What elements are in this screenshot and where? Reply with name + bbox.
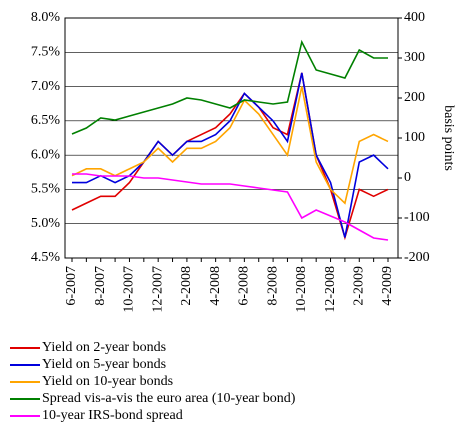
y-tick-label: 5.0% (31, 216, 61, 231)
legend-label: Spread vis-a-vis the euro area (10-year … (42, 391, 296, 406)
x-tick-label: 6-2008 (237, 266, 252, 306)
y-tick-label: 4.5% (31, 250, 61, 265)
y-tick-label: 7.5% (31, 45, 61, 60)
y2-tick-label: 100 (404, 130, 425, 145)
y2-tick-label: -100 (404, 210, 430, 225)
y-tick-label: 5.5% (31, 182, 61, 197)
y2-tick-label: 400 (404, 10, 425, 25)
x-tick-label: 12-2007 (150, 266, 165, 313)
x-tick-label: 10-2007 (122, 266, 137, 313)
legend-label: 10-year IRS-bond spread (42, 408, 183, 423)
x-tick-label: 4-2009 (380, 266, 395, 306)
series-line (71, 86, 389, 205)
series-line (71, 72, 389, 241)
x-tick-label: 8-2007 (93, 266, 108, 306)
legend-label: Yield on 2-year bonds (42, 340, 166, 355)
x-tick-label: 10-2008 (294, 266, 309, 313)
x-tick-label: 2-2008 (179, 266, 194, 306)
series-line (72, 72, 389, 238)
x-tick-label: 6-2007 (64, 266, 79, 306)
y-tick-label: 8.0% (31, 10, 61, 25)
x-tick-label: 8-2008 (265, 266, 280, 306)
legend-label: Yield on 5-year bonds (42, 357, 166, 372)
x-tick-label: 12-2008 (323, 266, 338, 313)
x-tick-label: 2-2009 (351, 266, 366, 306)
series-line (72, 173, 389, 241)
y2-tick-label: 200 (404, 90, 425, 105)
y2-axis-label: basis points (441, 105, 456, 171)
legend-label: Yield on 10-year bonds (42, 374, 173, 389)
y-tick-label: 6.0% (31, 147, 61, 162)
series-line (71, 39, 388, 135)
y-tick-label: 6.5% (31, 113, 61, 128)
x-tick-label: 4-2008 (208, 266, 223, 306)
y-tick-label: 7.0% (31, 79, 61, 94)
y2-tick-label: 300 (404, 50, 425, 65)
y2-tick-label: 0 (404, 170, 411, 185)
y2-tick-label: -200 (404, 250, 430, 265)
